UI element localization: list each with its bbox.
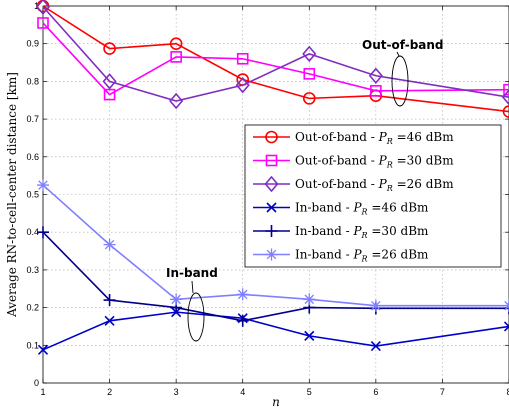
data-point [103, 238, 116, 251]
data-point [265, 225, 278, 237]
data-point [502, 105, 509, 118]
data-point [304, 330, 315, 341]
y-tick-label: 0.1 [26, 340, 39, 350]
legend-label: In-band - PR =46 dBm [295, 201, 429, 217]
legend-entry: Out-of-band - PR =30 dBm [253, 154, 454, 170]
data-point [37, 344, 49, 355]
legend-label: In-band - PR =30 dBm [295, 224, 429, 240]
data-point [368, 67, 383, 84]
data-point [170, 51, 182, 63]
data-point [303, 293, 316, 306]
y-tick-label: 0.7 [26, 114, 39, 124]
data-point [369, 299, 382, 312]
x-tick-label: 5 [307, 387, 312, 397]
data-point [37, 17, 49, 29]
legend-label: Out-of-band - PR =46 dBm [295, 130, 454, 146]
annotation-pointer [191, 280, 194, 294]
y-tick-label: 0 [34, 378, 39, 388]
series-2 [35, 0, 509, 110]
series-line [42, 6, 509, 102]
data-point [104, 315, 115, 326]
annotation-pointer [396, 51, 400, 57]
series-group [35, 0, 509, 355]
data-point [302, 45, 317, 63]
y-tick-label: 0.2 [26, 303, 39, 313]
x-tick-label: 8 [506, 387, 509, 397]
data-point [37, 226, 49, 239]
data-point [266, 202, 277, 213]
data-point [264, 175, 279, 193]
y-tick-label: 0.8 [26, 76, 39, 86]
x-axis-label: n [272, 395, 280, 409]
y-tick-label: 0.9 [26, 39, 39, 49]
data-point [103, 42, 116, 55]
data-point [265, 248, 278, 261]
y-tick-label: 1 [34, 1, 39, 11]
data-point [236, 52, 249, 65]
data-point [103, 294, 116, 307]
legend-label: Out-of-band - PR =26 dBm [295, 177, 454, 193]
data-point [265, 154, 278, 167]
legend: Out-of-band - PR =46 dBm Out-of-band - PR… [244, 124, 502, 268]
annotations: Out-of-band In-band [166, 38, 444, 342]
annotation-out-of-band: Out-of-band [362, 38, 444, 52]
y-tick-label: 0.4 [26, 227, 39, 237]
x-tick-label: 2 [107, 387, 112, 397]
legend-entry: Out-of-band - PR =46 dBm [253, 130, 454, 146]
data-point [102, 73, 117, 90]
legend-entry: In-band - PR =30 dBm [253, 224, 429, 240]
data-point [303, 68, 316, 80]
data-point [37, 179, 49, 192]
series-line [42, 22, 509, 96]
y-tick-label: 0.3 [26, 265, 39, 275]
x-tick-label: 6 [373, 387, 378, 397]
data-point [503, 302, 509, 315]
data-point [370, 340, 381, 352]
data-point [503, 321, 509, 332]
annotation-ellipse [187, 292, 205, 342]
legend-entry: Out-of-band - PR =26 dBm [253, 175, 454, 193]
data-point [503, 299, 509, 312]
legend-box [244, 124, 502, 268]
y-tick-label: 0.5 [26, 190, 39, 200]
series-5 [37, 179, 509, 312]
x-tick-label: 3 [174, 387, 179, 397]
axis-ticks: 1 2 3 4 5 6 7 8 0 0.1 0.2 0.3 0.4 0.5 0.6 0.7 0.8 0.9 1 [26, 1, 509, 397]
legend-entry: In-band - PR =46 dBm [253, 201, 429, 217]
data-point [302, 92, 316, 105]
series-line [42, 5, 509, 113]
data-point [236, 288, 249, 301]
data-point [503, 83, 509, 96]
x-tick-label: 4 [240, 387, 245, 397]
data-point [170, 293, 183, 306]
data-point [235, 76, 250, 94]
data-point [169, 92, 184, 110]
data-point [370, 85, 382, 97]
annotation-ellipse [391, 55, 409, 107]
y-tick-label: 0.6 [26, 152, 39, 162]
data-point [169, 37, 183, 51]
data-point [501, 89, 509, 106]
legend-label: In-band - PR =26 dBm [295, 248, 429, 264]
annotation-in-band: In-band [166, 266, 218, 280]
legend-label: Out-of-band - PR =30 dBm [295, 154, 454, 170]
data-point [236, 314, 249, 327]
x-tick-label: 7 [440, 387, 445, 397]
x-tick-label: 1 [40, 387, 45, 397]
data-point [35, 0, 51, 15]
data-point [265, 130, 278, 144]
y-axis-label: Average RN-to-cell-center distance [km] [5, 72, 19, 318]
legend-entry: In-band - PR =26 dBm [253, 248, 429, 264]
